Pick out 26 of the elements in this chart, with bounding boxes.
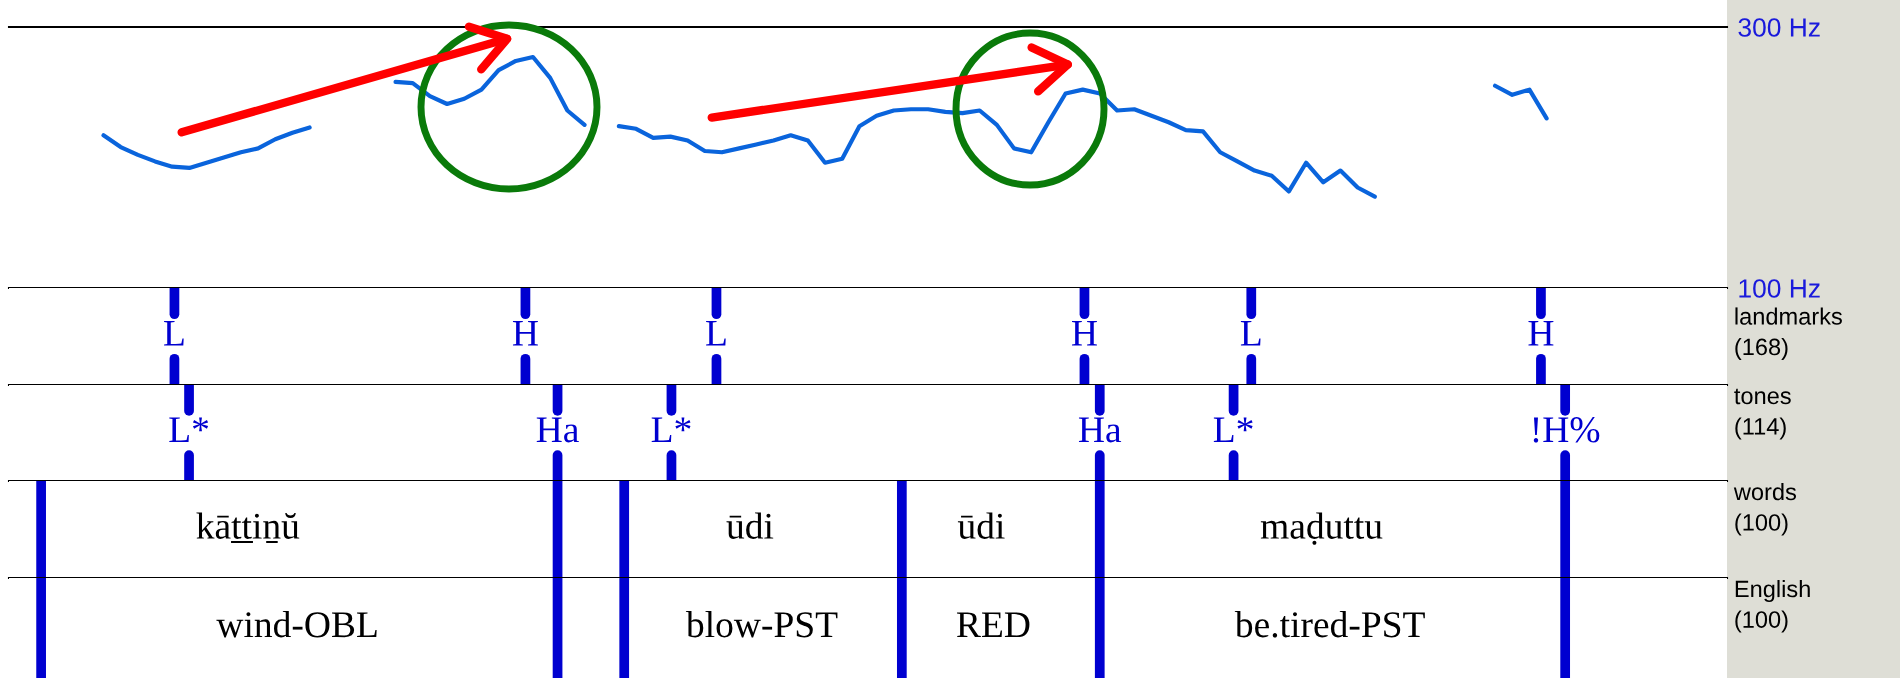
y-tick-label: 100 Hz [1739,279,1820,298]
text: kāṯṯiṉŭ [196,512,300,543]
text: Ha [536,417,579,443]
text: be.tired-PST [1234,611,1425,638]
text: H [1528,320,1554,346]
text: L [706,320,726,346]
text: maḍuttu [1260,512,1383,545]
text: RED [956,612,1030,638]
text: L* [651,417,691,443]
text: !H% [1533,417,1600,443]
text: L* [1213,417,1253,443]
text: words (100) [1733,482,1796,536]
text: tones (114) [1734,388,1791,440]
text: ūdi [957,512,1005,539]
y-tick-label: 300 Hz [1738,18,1820,37]
text: H [1072,320,1097,346]
text: L [1240,320,1261,346]
text: Ha [1078,417,1122,443]
text: landmarks (168) [1735,307,1842,360]
text: ūdi [726,512,774,539]
text: English (100) [1735,580,1810,633]
text: blow-PST [685,611,838,638]
text: L* [169,417,209,443]
text: wind-OBL [216,611,377,638]
text: L [164,320,184,346]
text: H [512,320,538,346]
